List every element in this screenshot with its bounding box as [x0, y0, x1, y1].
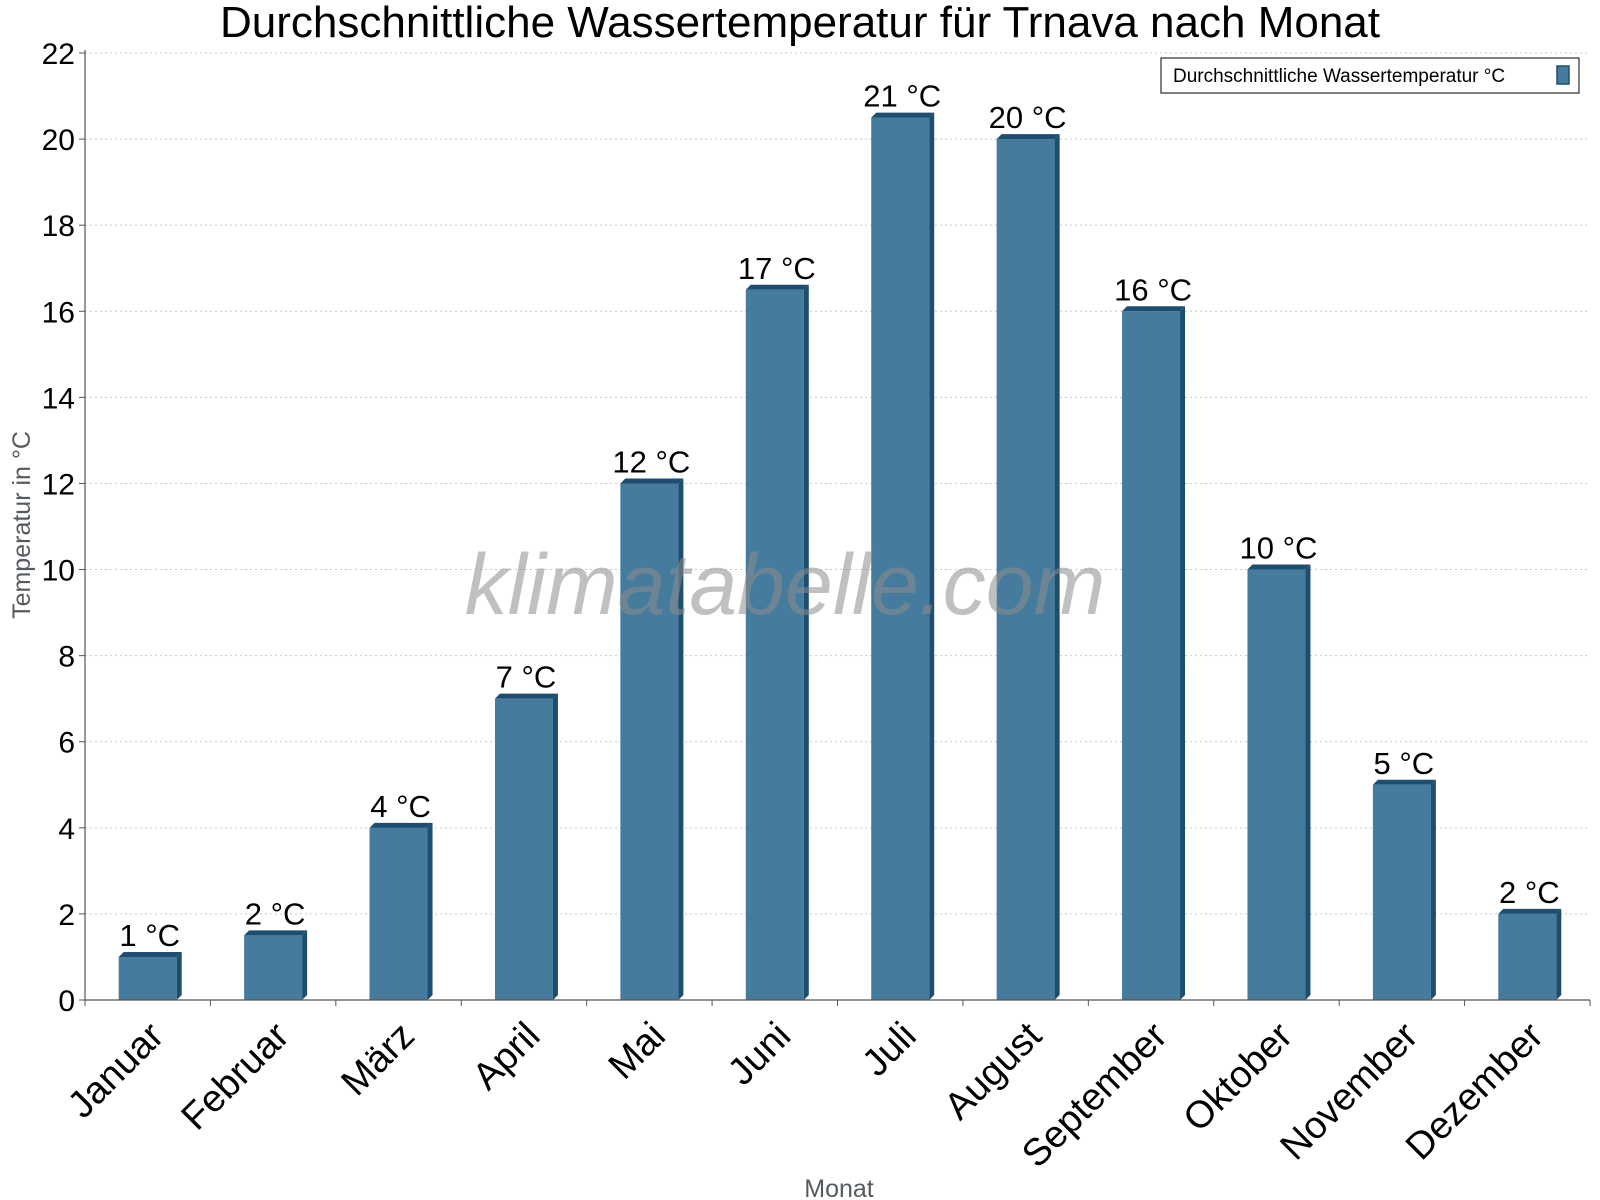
- data-label: 20 °C: [989, 100, 1067, 135]
- bar-face: [369, 827, 428, 1000]
- x-tick-label: März: [333, 1015, 422, 1104]
- watermark: klimatabelle.com: [465, 537, 1105, 633]
- bar: [1498, 908, 1562, 1000]
- data-label: 21 °C: [863, 79, 941, 114]
- y-tick-label: 12: [42, 468, 75, 501]
- bar-face: [1122, 311, 1181, 1001]
- data-label: 4 °C: [370, 789, 431, 824]
- bar-side: [803, 284, 809, 1000]
- bar-face: [871, 117, 930, 1001]
- data-label: 16 °C: [1114, 272, 1192, 307]
- bar-top: [1498, 908, 1562, 914]
- y-tick-label: 6: [58, 727, 75, 760]
- y-tick-label: 10: [42, 555, 75, 588]
- bar: [871, 112, 935, 1001]
- bar: [996, 134, 1060, 1000]
- bar-face: [1498, 913, 1557, 1000]
- x-tick-label: August: [937, 1014, 1051, 1128]
- bar-top: [871, 112, 935, 118]
- x-tick-label: Mai: [601, 1015, 674, 1088]
- data-label: 7 °C: [496, 660, 557, 695]
- y-ticks: 0 2 4 6 8 10 12 14 16 18 20 22: [42, 38, 75, 1018]
- bar-top: [118, 951, 182, 957]
- x-tick-label: April: [465, 1015, 548, 1098]
- data-label: 12 °C: [612, 444, 690, 479]
- bar-side: [929, 112, 935, 1001]
- y-tick-label: 8: [58, 641, 75, 674]
- bar-face: [745, 289, 804, 1000]
- y-tick-label: 14: [42, 382, 75, 415]
- bar: [1122, 306, 1186, 1001]
- bar: [1372, 779, 1436, 1000]
- bar-top: [369, 822, 433, 828]
- data-label: 10 °C: [1240, 531, 1318, 566]
- bar-face: [494, 698, 553, 1000]
- bar: [620, 478, 684, 1000]
- x-tick-label: Oktober: [1176, 1014, 1302, 1140]
- y-axis-title: Temperatur in °C: [8, 431, 36, 619]
- bar-top: [494, 693, 558, 699]
- x-ticks: Januar Februar März April Mai Juni Juli AugustS…: [60, 1014, 1552, 1175]
- bar-face: [1372, 784, 1431, 1000]
- x-tick-label: Februar: [174, 1014, 298, 1138]
- data-label: 17 °C: [738, 251, 816, 286]
- legend-label: Durchschnittliche Wassertemperatur °C: [1173, 66, 1505, 87]
- x-tick-label: Januar: [60, 1014, 172, 1126]
- y-tick-label: 4: [58, 813, 75, 846]
- axes: [79, 50, 1591, 1006]
- bar-face: [244, 935, 303, 1000]
- bar-top: [1122, 306, 1186, 312]
- bar-side: [1556, 908, 1562, 1000]
- bar-face: [1247, 569, 1306, 1000]
- legend-swatch: [1556, 65, 1570, 85]
- y-tick-label: 22: [42, 38, 75, 71]
- data-label: 5 °C: [1374, 746, 1435, 781]
- bar-face: [118, 956, 177, 1000]
- y-tick-label: 18: [42, 210, 75, 243]
- bar-top: [244, 930, 308, 936]
- data-label: 2 °C: [245, 896, 306, 931]
- x-axis-title: Monat: [804, 1175, 874, 1200]
- legend-box: [1160, 57, 1580, 94]
- bar-side: [302, 930, 308, 1000]
- bar: [244, 930, 308, 1000]
- bar-face: [620, 483, 679, 1000]
- bar-side: [1180, 306, 1186, 1001]
- bar-side: [552, 693, 558, 1000]
- bar: [118, 951, 182, 1000]
- x-tick-label: Juli: [855, 1015, 925, 1085]
- bar-side: [1305, 564, 1311, 1000]
- y-tick-label: 16: [42, 296, 75, 329]
- bar-side: [1054, 134, 1060, 1000]
- x-tick-label: Juni: [720, 1015, 799, 1094]
- bar-side: [427, 822, 433, 1000]
- bar-side: [176, 951, 182, 1000]
- x-tick-label: Dezember: [1398, 1014, 1552, 1168]
- data-label: 2 °C: [1499, 875, 1560, 910]
- data-labels: 1 °C 2 °C 4 °C 7 °C 12 °C 17 °C 21 °C 20 °C 16 °…: [119, 79, 1559, 953]
- bar-side: [1430, 779, 1436, 1000]
- y-tick-label: 2: [58, 899, 75, 932]
- bar: [745, 284, 809, 1000]
- bars: [118, 112, 1562, 1001]
- y-tick-label: 0: [58, 985, 75, 1018]
- chart-title: Durchschnittliche Wassertemperatur für T…: [220, 0, 1380, 47]
- bar-side: [678, 478, 684, 1000]
- legend: Durchschnittliche Wassertemperatur °C: [1160, 57, 1580, 94]
- y-tick-label: 20: [42, 124, 75, 157]
- grid: [85, 52, 1590, 915]
- bar-top: [1372, 779, 1436, 785]
- bar-top: [1247, 564, 1311, 570]
- bar-top: [745, 284, 809, 290]
- bar: [369, 822, 433, 1000]
- data-label: 1 °C: [119, 918, 180, 953]
- bar: [1247, 564, 1311, 1000]
- bar-top: [620, 478, 684, 484]
- bar-face: [996, 139, 1055, 1000]
- bar: [494, 693, 558, 1000]
- bar-top: [996, 134, 1060, 140]
